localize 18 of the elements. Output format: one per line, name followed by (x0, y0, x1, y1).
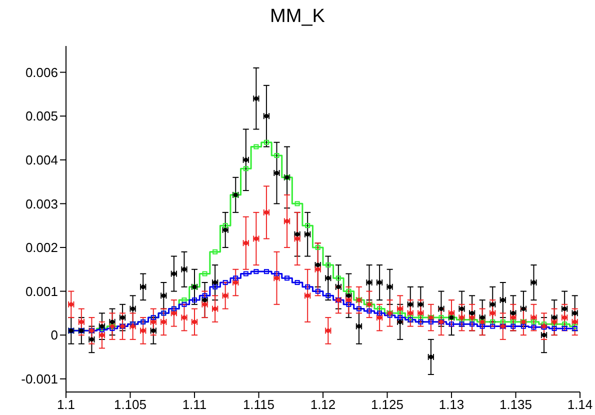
x-tick-label: 1.125 (370, 397, 404, 412)
y-tick-label: 0.006 (25, 64, 58, 80)
y-tick-label: 0.004 (25, 152, 58, 168)
x-tick-label: 1.1 (56, 397, 76, 412)
y-tick-label: 0 (50, 328, 58, 343)
x-tick-label: 1.14 (567, 397, 593, 412)
x-tick-label: 1.13 (438, 397, 464, 412)
y-tick-label: 0.005 (25, 108, 58, 124)
x-tick-label: 1.105 (114, 397, 147, 412)
y-tick-label: 0.003 (25, 196, 58, 212)
y-tick-label: 0.002 (25, 240, 58, 256)
x-tick-label: 1.12 (310, 397, 336, 412)
chart-title: MM_K (269, 6, 326, 28)
y-tick-label: -0.001 (21, 371, 58, 386)
y-tick-label: 0.001 (25, 284, 58, 299)
x-tick-label: 1.11 (182, 397, 207, 412)
x-tick-label: 1.115 (242, 397, 275, 412)
x-tick-label: 1.135 (499, 397, 532, 412)
